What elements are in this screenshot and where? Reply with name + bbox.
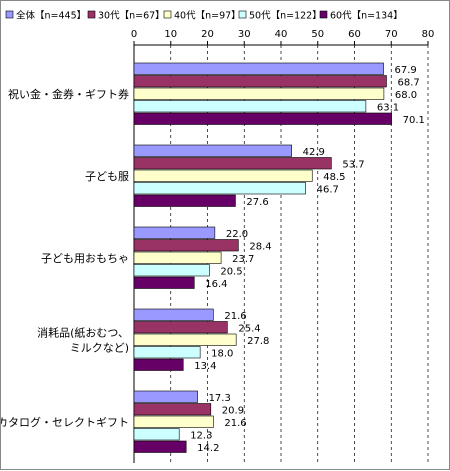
value-label: 46.7 bbox=[317, 185, 339, 196]
bar bbox=[133, 194, 236, 207]
legend-item: 50代【n=122】 bbox=[238, 10, 322, 22]
value-label: 27.8 bbox=[247, 336, 269, 347]
value-label: 17.3 bbox=[209, 393, 231, 404]
legend-swatch bbox=[238, 10, 247, 19]
x-tick-label: 10 bbox=[164, 29, 177, 40]
x-tick-label: 30 bbox=[238, 29, 251, 40]
value-label: 18.0 bbox=[211, 349, 233, 360]
bar bbox=[133, 62, 384, 75]
x-tick-label: 0 bbox=[131, 29, 137, 40]
x-tick-label: 20 bbox=[201, 29, 214, 40]
x-tick-label: 60 bbox=[348, 29, 361, 40]
bar bbox=[133, 403, 212, 416]
bar bbox=[133, 157, 332, 170]
value-label: 68.7 bbox=[397, 78, 419, 89]
legend-label: 30代【n=67】 bbox=[98, 11, 165, 22]
bar bbox=[133, 321, 228, 334]
bar bbox=[133, 226, 216, 239]
legend-label: 40代【n=97】 bbox=[174, 11, 241, 22]
bar bbox=[133, 251, 222, 264]
value-label: 67.9 bbox=[395, 65, 417, 76]
value-label: 14.2 bbox=[197, 443, 219, 454]
value-label: 25.4 bbox=[238, 324, 260, 335]
value-label: 63.1 bbox=[377, 103, 399, 114]
legend: 全体【n=445】 30代【n=67】 40代【n=97】 50代【n=122】 60代… bbox=[5, 10, 403, 22]
value-label: 23.7 bbox=[232, 254, 254, 265]
value-label: 68.0 bbox=[395, 90, 417, 101]
bar bbox=[133, 87, 385, 100]
bar bbox=[133, 346, 201, 359]
x-tick-label: 80 bbox=[422, 29, 435, 40]
value-label: 21.6 bbox=[224, 311, 246, 322]
value-labels: 67.9 68.768.0 63.1 70.1 42.9 53.748.5 46.7 27.6… bbox=[190, 65, 425, 454]
bar bbox=[133, 358, 184, 371]
legend-item: 40代【n=97】 bbox=[163, 10, 241, 22]
value-label: 13.4 bbox=[194, 361, 216, 372]
value-label: 27.6 bbox=[246, 197, 268, 208]
category-label: ミルクなど) bbox=[70, 341, 129, 354]
category-label: 祝い金・金券・ギフト券 bbox=[8, 87, 129, 101]
bars bbox=[133, 62, 392, 453]
bar bbox=[133, 239, 239, 252]
bar bbox=[133, 428, 180, 441]
bar bbox=[133, 264, 210, 277]
bar bbox=[133, 75, 387, 88]
category-label: 子ども服 bbox=[85, 170, 129, 183]
legend-item: 全体【n=445】 bbox=[5, 10, 86, 22]
bar bbox=[133, 440, 187, 453]
legend-item: 60代【n=134】 bbox=[319, 10, 403, 22]
legend-swatch bbox=[163, 10, 172, 19]
legend-label: 全体【n=445】 bbox=[16, 10, 86, 22]
x-tick-label: 70 bbox=[385, 29, 398, 40]
value-label: 28.4 bbox=[249, 242, 271, 253]
value-label: 20.9 bbox=[222, 406, 244, 417]
value-label: 12.3 bbox=[190, 431, 212, 442]
value-label: 42.9 bbox=[303, 147, 325, 158]
bar bbox=[133, 415, 214, 428]
value-label: 21.6 bbox=[224, 418, 246, 429]
bar bbox=[133, 112, 392, 125]
legend-swatch bbox=[319, 10, 328, 19]
category-label: 消耗品(紙おむつ、 bbox=[37, 325, 129, 339]
bar bbox=[133, 144, 292, 157]
legend-label: 60代【n=134】 bbox=[330, 11, 403, 22]
bar bbox=[133, 182, 306, 195]
value-label: 70.1 bbox=[403, 115, 425, 126]
value-label: 48.5 bbox=[323, 172, 345, 183]
bar bbox=[133, 276, 195, 289]
legend-label: 50代【n=122】 bbox=[249, 11, 322, 22]
category-label: 子ども用おもちゃ bbox=[41, 252, 129, 265]
legend-item: 30代【n=67】 bbox=[87, 10, 165, 22]
value-label: 53.7 bbox=[342, 160, 364, 171]
bar bbox=[133, 308, 214, 321]
value-label: 22.0 bbox=[226, 229, 248, 240]
value-label: 16.4 bbox=[205, 279, 227, 290]
bar bbox=[133, 333, 237, 346]
bar bbox=[133, 100, 367, 113]
legend-swatch bbox=[5, 10, 14, 19]
x-tick-label: 50 bbox=[311, 29, 324, 40]
x-tick-label: 40 bbox=[275, 29, 288, 40]
bar bbox=[133, 169, 313, 182]
category-label: カタログ・セレクトギフト bbox=[1, 415, 129, 429]
value-label: 20.5 bbox=[220, 267, 242, 278]
bar bbox=[133, 390, 198, 403]
legend-swatch bbox=[87, 10, 96, 19]
